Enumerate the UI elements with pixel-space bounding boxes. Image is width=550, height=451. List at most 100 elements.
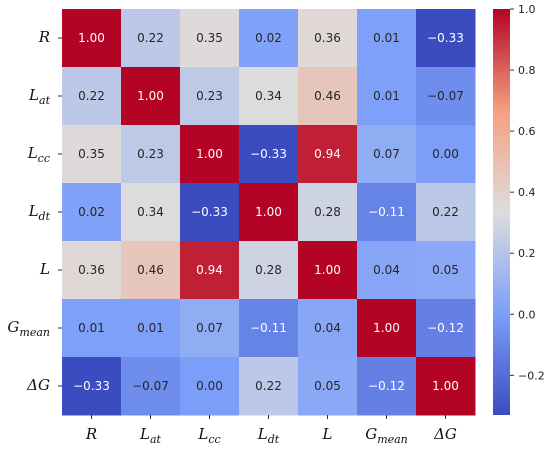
cell-value-label: 1.00: [314, 263, 341, 277]
heatmap-cell: [357, 67, 417, 126]
colorbar-tick-label: 0.6: [518, 125, 536, 138]
cell-value-label: 0.28: [314, 205, 341, 219]
cell-value-label: 0.46: [137, 263, 164, 277]
heatmap-cell: [298, 9, 358, 68]
heatmap-cell: [62, 9, 122, 68]
cell-value-label: −0.07: [132, 379, 169, 393]
colorbar-tick-label: 0.4: [518, 186, 536, 199]
heatmap-cell: [62, 299, 122, 358]
heatmap-cell: [239, 183, 299, 242]
cell-value-label: 0.22: [137, 31, 164, 45]
colorbar-tick-label: 1.0: [518, 3, 536, 16]
cell-value-label: 0.22: [255, 379, 282, 393]
cell-value-label: 0.94: [196, 263, 223, 277]
row-tick-label: R: [38, 28, 50, 46]
heatmap-cell: [121, 241, 181, 300]
row-tick-label: Gmean: [7, 318, 50, 339]
cell-value-label: 0.35: [196, 31, 223, 45]
cell-value-label: −0.11: [250, 321, 287, 335]
cell-value-label: 1.00: [255, 205, 282, 219]
heatmap-cell: [180, 183, 240, 242]
colorbar-tick-label: −0.2: [518, 369, 545, 382]
cell-value-label: 1.00: [196, 147, 223, 161]
heatmap-cell: [180, 125, 240, 184]
row-tick-labels: R Lat Lcc Ldt L Gmean ΔG: [7, 28, 62, 394]
column-tick-label: Gmean: [365, 425, 408, 446]
cell-value-label: 0.34: [255, 89, 282, 103]
colorbar-gradient: [493, 9, 510, 415]
column-tick-label: ΔG: [433, 425, 457, 443]
cell-value-label: 1.00: [373, 321, 400, 335]
cell-value-label: 0.35: [78, 147, 105, 161]
heatmap-cell: [357, 357, 417, 416]
row-tick-label: Ldt: [28, 202, 51, 223]
column-tick-label: L: [322, 425, 333, 443]
heatmap-cells: [62, 9, 476, 416]
cell-value-label: −0.12: [427, 321, 464, 335]
cell-value-label: 0.46: [314, 89, 341, 103]
row-tick-label: Lat: [28, 86, 51, 107]
heatmap-cell: [298, 241, 358, 300]
heatmap-cell: [239, 9, 299, 68]
cell-value-label: 1.00: [78, 31, 105, 45]
heatmap-cell: [357, 299, 417, 358]
column-tick-label: Lcc: [197, 425, 220, 446]
heatmap-cell: [62, 183, 122, 242]
heatmap-cell: [239, 241, 299, 300]
cell-value-label: −0.33: [250, 147, 287, 161]
cell-value-label: 0.02: [255, 31, 282, 45]
heatmap-cell: [121, 183, 181, 242]
heatmap-cell: [62, 241, 122, 300]
heatmap-cell: [239, 67, 299, 126]
cell-value-label: 0.05: [314, 379, 341, 393]
heatmap-cell-labels: 1.00 0.22 0.35 0.02 0.36 0.01 −0.33 0.22 1.00 0.2…: [73, 31, 464, 393]
heatmap-cell: [416, 67, 476, 126]
column-tick-label: Ldt: [257, 425, 280, 446]
colorbar: 1.0 0.8 0.6 0.4 0.2 0.0 −0.2: [493, 3, 545, 415]
heatmap-cell: [180, 241, 240, 300]
row-tick-label: ΔG: [26, 376, 50, 394]
cell-value-label: 0.22: [78, 89, 105, 103]
heatmap-cell: [180, 299, 240, 358]
colorbar-tick-label: 0.8: [518, 64, 536, 77]
cell-value-label: 0.01: [78, 321, 105, 335]
heatmap-cell: [62, 67, 122, 126]
heatmap-cell: [180, 357, 240, 416]
cell-value-label: 0.00: [432, 147, 459, 161]
cell-value-label: 0.04: [373, 263, 400, 277]
cell-value-label: 0.23: [137, 147, 164, 161]
column-tick-label: R: [85, 425, 97, 443]
column-tick-labels: R Lat Lcc Ldt L Gmean ΔG: [85, 415, 457, 446]
cell-value-label: 0.07: [373, 147, 400, 161]
heatmap-cell: [416, 357, 476, 416]
heatmap-cell: [357, 241, 417, 300]
heatmap-cell: [239, 299, 299, 358]
cell-value-label: 0.02: [78, 205, 105, 219]
cell-value-label: −0.33: [73, 379, 110, 393]
heatmap-cell: [416, 125, 476, 184]
cell-value-label: 0.00: [196, 379, 223, 393]
cell-value-label: 0.01: [373, 89, 400, 103]
heatmap-cell: [298, 183, 358, 242]
cell-value-label: 0.22: [432, 205, 459, 219]
column-tick-label: Lat: [139, 425, 162, 446]
heatmap-cell: [121, 357, 181, 416]
cell-value-label: 0.01: [137, 321, 164, 335]
heatmap-cell: [239, 125, 299, 184]
colorbar-tick-label: 0.0: [518, 308, 536, 321]
cell-value-label: 1.00: [432, 379, 459, 393]
heatmap-cell: [416, 9, 476, 68]
heatmap-cell: [121, 125, 181, 184]
cell-value-label: 0.36: [314, 31, 341, 45]
heatmap-cell: [357, 183, 417, 242]
heatmap-cell: [239, 357, 299, 416]
heatmap-cell: [298, 299, 358, 358]
cell-value-label: 1.00: [137, 89, 164, 103]
heatmap-cell: [298, 67, 358, 126]
colorbar-tick-label: 0.2: [518, 247, 536, 260]
cell-value-label: 0.05: [432, 263, 459, 277]
heatmap-cell: [180, 67, 240, 126]
cell-value-label: 0.34: [137, 205, 164, 219]
